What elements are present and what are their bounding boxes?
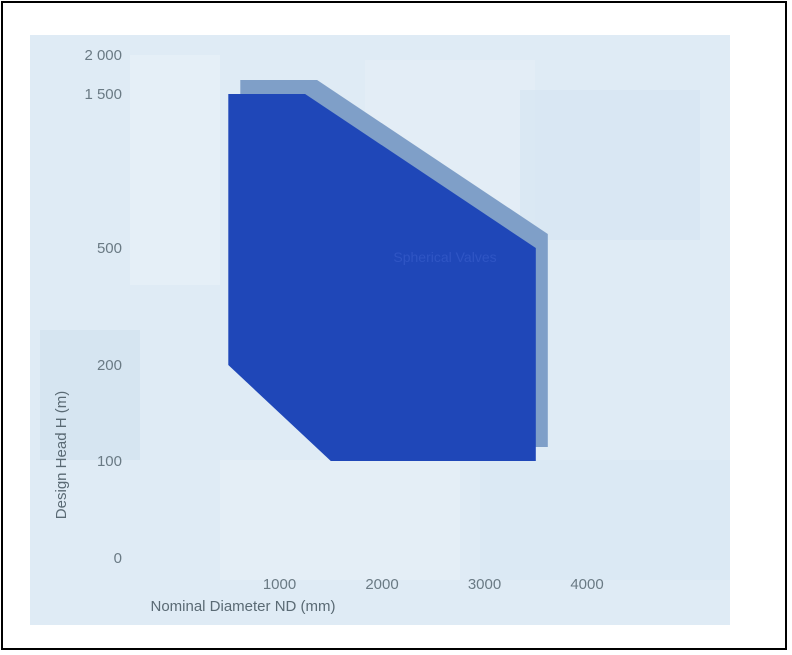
spherical-valves-region xyxy=(228,94,536,461)
y-tick-label: 100 xyxy=(97,453,122,470)
y-tick-label: 2 000 xyxy=(84,47,122,64)
texture-block xyxy=(130,55,220,285)
y-axis-title: Design Head H (m) xyxy=(53,391,70,519)
texture-block xyxy=(220,460,460,580)
texture-block xyxy=(480,460,730,580)
x-axis-title: Nominal Diameter ND (mm) xyxy=(150,598,335,615)
x-tick-label: 3000 xyxy=(468,576,501,593)
x-tick-label: 1000 xyxy=(263,576,296,593)
texture-block xyxy=(40,330,140,460)
y-tick-label: 200 xyxy=(97,357,122,374)
texture-block xyxy=(520,90,700,240)
region-label: Spherical Valves xyxy=(393,249,496,265)
x-tick-label: 4000 xyxy=(570,576,603,593)
x-tick-label: 2000 xyxy=(365,576,398,593)
x-axis-ticks: 1000 2000 3000 4000 xyxy=(263,576,604,593)
y-axis-ticks: 0 100 200 500 1 500 2 000 xyxy=(84,47,122,567)
y-tick-label: 0 xyxy=(114,550,122,567)
y-tick-label: 1 500 xyxy=(84,86,122,103)
y-tick-label: 500 xyxy=(97,240,122,257)
